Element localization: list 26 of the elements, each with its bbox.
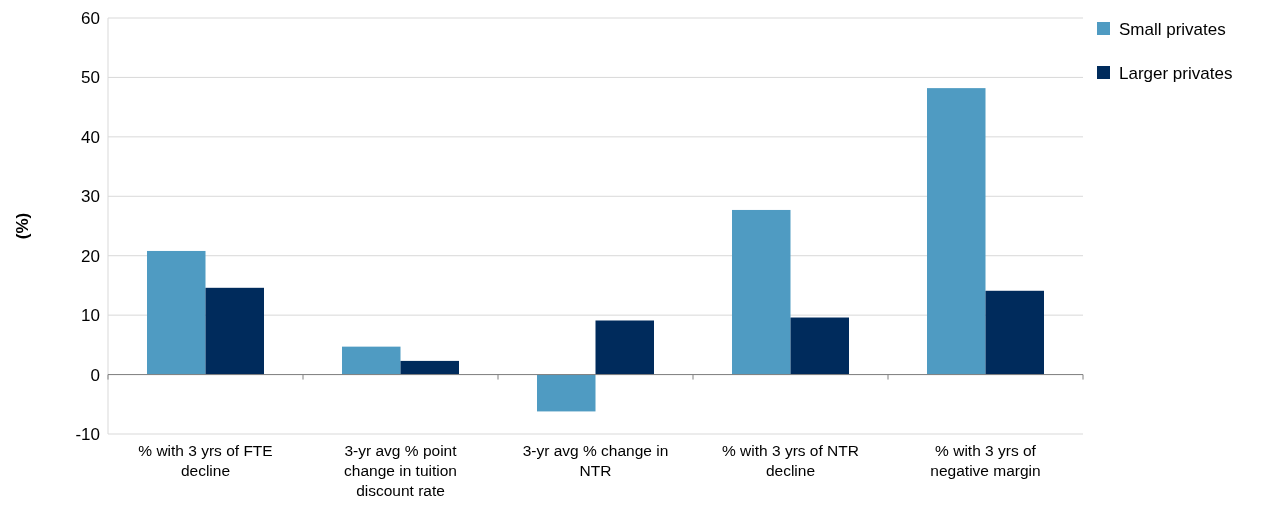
bar	[342, 346, 401, 375]
bar	[927, 88, 986, 375]
y-tick-label: 60	[81, 8, 100, 28]
bar	[147, 250, 206, 375]
y-axis-title: (%)	[13, 212, 32, 240]
bar	[595, 320, 654, 375]
legend-label: Larger privates	[1119, 63, 1233, 83]
y-tick-label: 10	[81, 306, 100, 326]
legend-label: Small privates	[1119, 19, 1226, 39]
bar	[732, 209, 791, 375]
x-tick-label: % with 3 yrs of negative margin	[930, 442, 1041, 479]
y-tick-label: 0	[90, 365, 100, 385]
bar	[985, 290, 1044, 375]
bar	[537, 374, 596, 412]
x-tick-label: 3-yr avg % change in NTR	[522, 442, 669, 479]
x-tick-label: % with 3 yrs of FTE decline	[138, 442, 273, 479]
x-tick-label: % with 3 yrs of NTR decline	[722, 442, 859, 479]
y-tick-label: 30	[81, 187, 100, 207]
bar	[205, 287, 264, 375]
y-tick-label: -10	[75, 424, 100, 444]
y-tick-label: 40	[81, 127, 100, 147]
y-tick-label: 20	[81, 246, 100, 266]
x-tick-label: 3-yr avg % point change in tuition discount rate	[344, 442, 458, 499]
bar	[790, 317, 849, 375]
bar	[400, 360, 459, 375]
y-tick-label: 50	[81, 68, 100, 88]
